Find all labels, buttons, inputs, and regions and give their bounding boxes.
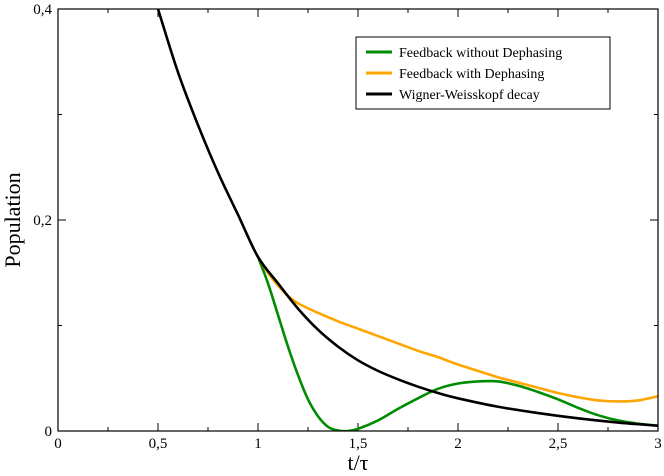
x-axis-title: t/τ xyxy=(347,450,368,475)
y-tick-label: 0,2 xyxy=(33,213,52,229)
x-tick-labels: 0 0,5 1 1,5 2 2,5 3 xyxy=(54,436,662,452)
x-tick-label: 0 xyxy=(54,436,62,452)
y-tick-label: 0,4 xyxy=(33,2,52,18)
x-tick-label: 2,5 xyxy=(549,436,568,452)
legend-label-wigner-weisskopf-decay: Wigner-Weisskopf decay xyxy=(399,88,540,103)
legend: Feedback without Dephasing Feedback with … xyxy=(355,36,611,110)
y-tick-label: 0 xyxy=(45,424,53,440)
x-tick-label: 0,5 xyxy=(149,436,168,452)
legend-box xyxy=(355,36,611,110)
x-tick-label: 2 xyxy=(454,436,462,452)
plot-frame xyxy=(57,8,659,432)
series-line-wigner-weisskopf-decay xyxy=(156,9,658,428)
legend-entries: Feedback without Dephasing Feedback with … xyxy=(366,46,562,103)
x-tick-label: 1,5 xyxy=(349,436,368,452)
y-tick-labels: 0 0,2 0,4 xyxy=(33,2,52,440)
x-tick-label: 1 xyxy=(254,436,262,452)
series-line-feedback-without-dephasing xyxy=(256,255,658,431)
x-tick-label: 3 xyxy=(654,436,662,452)
y-axis-title: Population xyxy=(0,172,25,267)
legend-label-feedback-without-dephasing: Feedback without Dephasing xyxy=(399,46,562,61)
series-line-feedback-with-dephasing xyxy=(256,255,658,403)
legend-label-feedback-with-dephasing: Feedback with Dephasing xyxy=(399,67,544,82)
series-lines xyxy=(156,9,658,431)
